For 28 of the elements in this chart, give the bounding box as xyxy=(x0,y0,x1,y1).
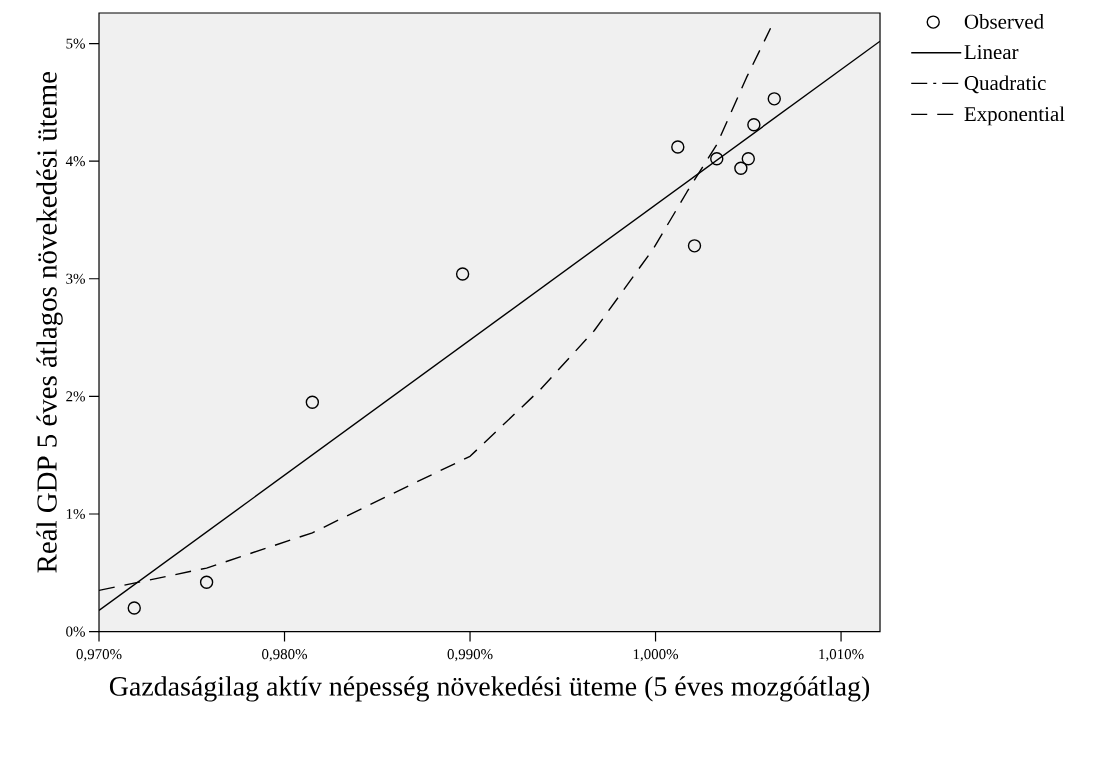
y-tick-label: 0% xyxy=(66,626,85,637)
x-tick-label: 0,980% xyxy=(262,649,308,662)
y-tick-label: 3% xyxy=(66,273,85,284)
legend-label: Observed xyxy=(964,14,1044,29)
point xyxy=(127,601,141,615)
y-axis-title: Reál GDP 5 éves átlagos növekedési üteme xyxy=(36,72,63,573)
legend-label: Linear xyxy=(964,45,1019,60)
point xyxy=(741,152,755,166)
y-tick-label: 2% xyxy=(66,391,85,402)
point xyxy=(687,239,702,253)
legend-label: Quadratic xyxy=(964,75,1046,94)
x-axis-title: Gazdaságilag aktív népesség növekedési üteme (5 éves mozgóátlag) xyxy=(109,676,870,702)
point xyxy=(199,575,214,589)
y-tick-label: 5% xyxy=(66,38,85,49)
legend-label: Exponential xyxy=(964,106,1065,126)
point xyxy=(734,161,748,175)
point xyxy=(710,152,724,166)
point xyxy=(767,92,781,106)
point xyxy=(671,140,685,154)
y-tick-label: 4% xyxy=(65,156,85,167)
x-tick-label: 0,970% xyxy=(76,649,122,662)
point xyxy=(747,118,761,132)
x-tick-label: 1,000% xyxy=(633,649,679,662)
x-tick-label: 1,010% xyxy=(819,649,864,662)
x-tick-label: 0,990% xyxy=(447,649,493,662)
point xyxy=(305,395,320,409)
y-tick-label: 1% xyxy=(66,508,85,520)
point xyxy=(455,267,470,281)
